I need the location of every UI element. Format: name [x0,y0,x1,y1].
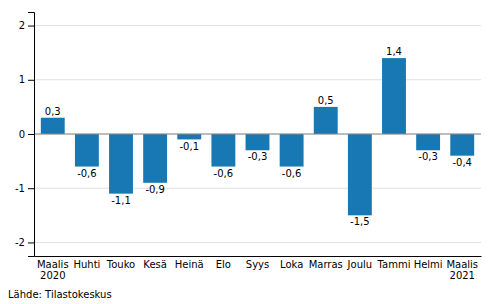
data-label: 0,5 [318,95,334,106]
y-tick-mark [28,26,34,27]
data-label: -0,3 [418,151,438,162]
y-tick: -1 [15,183,34,194]
data-label: -0,6 [282,168,302,179]
data-labels: 0,3 -0,6 -1,1 -0,9 -0,1 -0,6 -0,3 -0,6 0,5 -1,5 1,… [45,46,472,227]
x-tick-label: Syys [246,259,269,270]
x-tick-label: Heinä [175,259,204,270]
chart: -2 -1 0 1 2 Maalis2020 Huhti Touko Kesä Heinä Elo S… [0,0,493,304]
x-tick: Maalis2021 [446,259,478,281]
data-label: -1,1 [111,195,131,206]
zero-line [34,134,481,135]
y-tick-label: 0 [19,129,25,140]
grid-line [34,188,481,189]
bar [143,134,167,183]
x-tick-label: Helmi [414,259,443,270]
bar [416,134,440,150]
y-axis: -2 -1 0 1 2 [15,13,34,257]
grid-line [34,134,481,135]
data-label: -0,1 [179,141,199,152]
y-tick: -2 [15,237,34,248]
data-label: -0,6 [214,168,234,179]
y-axis-line [28,13,35,257]
x-tick-label: Loka [280,259,303,270]
y-tick: 0 [19,129,34,140]
x-tick-label: Huhti [73,259,100,270]
x-tick: Joulu [347,259,373,270]
data-label: -0,6 [77,168,97,179]
x-tick-label: Maalis2020 [37,259,69,281]
bar [177,134,201,139]
bars [41,58,474,215]
bar [450,134,474,156]
bar [211,134,235,167]
x-tick: Marras [309,259,343,270]
bar [382,58,406,134]
grid-line [34,25,481,26]
x-tick-label: Marras [309,259,343,270]
data-label: -0,9 [145,184,165,195]
y-tick: 1 [19,74,34,85]
y-tick-label: -1 [15,183,25,194]
data-label: 1,4 [386,46,402,57]
x-tick-label: Kesä [143,259,167,270]
x-tick: Touko [106,259,135,270]
x-tick: Elo [216,259,231,270]
y-tick: 2 [19,20,34,31]
x-tick-label: Touko [106,259,135,270]
bar [246,134,270,150]
y-tick-label: 2 [19,20,25,31]
y-tick-mark [28,134,34,135]
data-label: 0,3 [45,106,61,117]
bar [280,134,304,167]
bar [75,134,99,167]
x-tick-label: Tammi [377,259,411,270]
x-tick: Tammi [377,259,411,270]
x-tick-label: Elo [216,259,231,270]
x-tick: Kesä [143,259,167,270]
grid [34,26,481,243]
x-tick: Heinä [175,259,204,270]
grid-line [34,79,481,80]
y-tick-label: 1 [19,74,25,85]
x-tick: Helmi [414,259,443,270]
bar [348,134,372,215]
x-tick: Huhti [73,259,100,270]
y-tick-mark [28,80,34,81]
x-axis-line [35,256,482,257]
y-tick-label: -2 [15,237,25,248]
x-tick: Maalis2020 [37,259,69,281]
data-label: -1,5 [350,216,370,227]
bar [41,118,65,134]
y-tick-mark [28,188,34,189]
bar [109,134,133,194]
x-axis: Maalis2020 Huhti Touko Kesä Heinä Elo Syys Loka… [35,257,482,282]
plot-area: -2 -1 0 1 2 Maalis2020 Huhti Touko Kesä Heinä Elo S… [15,13,481,282]
x-tick-label: Maalis2021 [446,259,478,281]
bar [314,107,338,134]
x-tick: Loka [280,259,303,270]
data-label: -0,3 [248,151,268,162]
x-tick: Syys [246,259,269,270]
y-tick-mark [28,242,34,243]
grid-line [34,242,481,243]
x-tick-label: Joulu [347,259,373,270]
data-label: -0,4 [452,157,472,168]
source-text: Lähde: Tilastokeskus [8,289,112,300]
